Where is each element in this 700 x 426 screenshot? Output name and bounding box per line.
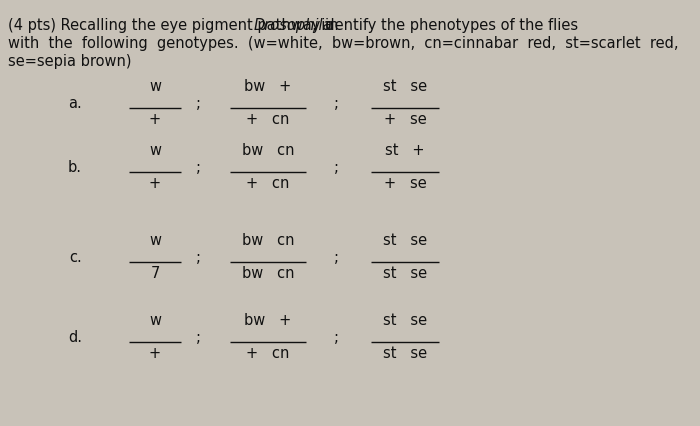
Text: d.: d. (68, 329, 82, 345)
Text: +   cn: + cn (246, 176, 290, 191)
Text: ;: ; (333, 329, 339, 345)
Text: +   cn: + cn (246, 346, 290, 361)
Text: +   cn: + cn (246, 112, 290, 127)
Text: st   se: st se (383, 233, 427, 248)
Text: bw   +: bw + (244, 313, 292, 328)
Text: +: + (149, 346, 161, 361)
Text: w: w (149, 233, 161, 248)
Text: bw   cn: bw cn (241, 266, 294, 281)
Text: st   +: st + (385, 143, 425, 158)
Text: Drosophila: Drosophila (254, 18, 332, 33)
Text: ;: ; (333, 250, 339, 265)
Text: b.: b. (68, 159, 82, 175)
Text: 7: 7 (150, 266, 160, 281)
Text: with  the  following  genotypes.  (w=white,  bw=brown,  cn=cinnabar  red,  st=sc: with the following genotypes. (w=white, … (8, 36, 678, 51)
Text: st   se: st se (383, 79, 427, 94)
Text: w: w (149, 79, 161, 94)
Text: bw   +: bw + (244, 79, 292, 94)
Text: +   se: + se (384, 176, 426, 191)
Text: +   se: + se (384, 112, 426, 127)
Text: w: w (149, 143, 161, 158)
Text: ;: ; (333, 159, 339, 175)
Text: +: + (149, 112, 161, 127)
Text: a.: a. (69, 95, 82, 110)
Text: ;: ; (195, 329, 200, 345)
Text: st   se: st se (383, 346, 427, 361)
Text: bw   cn: bw cn (241, 143, 294, 158)
Text: c.: c. (69, 250, 82, 265)
Text: st   se: st se (383, 266, 427, 281)
Text: ;: ; (195, 95, 200, 110)
Text: ;: ; (195, 250, 200, 265)
Text: , identify the phenotypes of the flies: , identify the phenotypes of the flies (312, 18, 578, 33)
Text: w: w (149, 313, 161, 328)
Text: ;: ; (195, 159, 200, 175)
Text: st   se: st se (383, 313, 427, 328)
Text: (4 pts) Recalling the eye pigment pathway in: (4 pts) Recalling the eye pigment pathwa… (8, 18, 343, 33)
Text: +: + (149, 176, 161, 191)
Text: se=sepia brown): se=sepia brown) (8, 54, 132, 69)
Text: ;: ; (333, 95, 339, 110)
Text: bw   cn: bw cn (241, 233, 294, 248)
